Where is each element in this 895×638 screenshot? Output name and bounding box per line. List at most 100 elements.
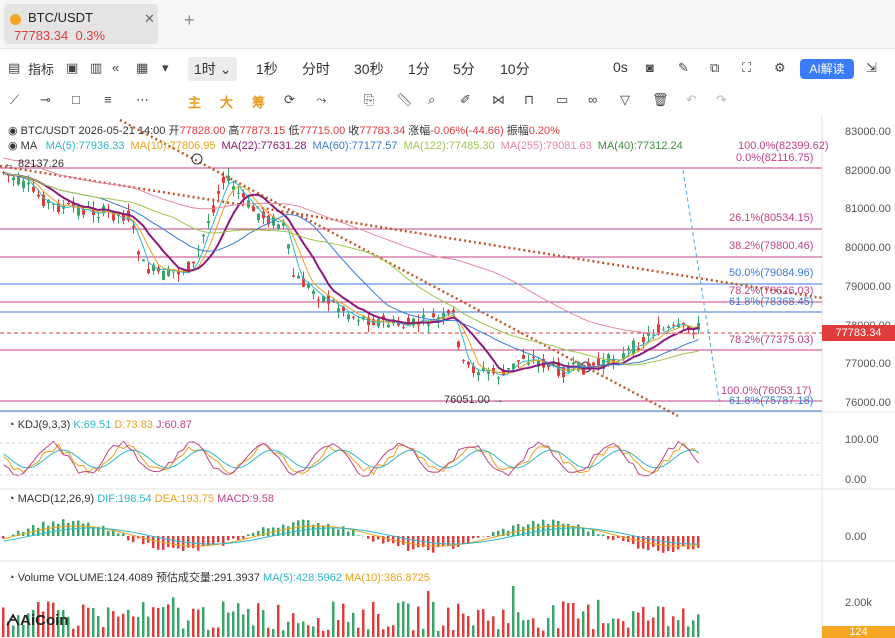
camera-icon[interactable]: ◙ bbox=[646, 60, 654, 75]
link-icon[interactable]: ∞ bbox=[588, 92, 597, 107]
volume-bar bbox=[102, 627, 105, 637]
interval-1h[interactable]: 1时 ⌄ bbox=[188, 57, 237, 81]
note-icon[interactable]: ▭ bbox=[556, 92, 568, 108]
volume-bar bbox=[282, 630, 285, 637]
macd-bar bbox=[82, 524, 85, 536]
chevron-down-icon: ⌄ bbox=[220, 61, 232, 77]
magnet-icon[interactable]: ⋈ bbox=[492, 92, 505, 108]
tool-main[interactable]: 主 bbox=[188, 92, 201, 111]
rectangle-icon[interactable]: □ bbox=[72, 92, 80, 107]
hline-icon[interactable]: ⊸ bbox=[40, 92, 51, 108]
candle-body bbox=[217, 191, 220, 194]
interval-1m[interactable]: 1分 bbox=[408, 59, 430, 79]
volume-bar bbox=[612, 619, 615, 637]
macd-bar bbox=[697, 536, 700, 548]
new-tab-button[interactable]: + bbox=[184, 10, 195, 31]
interval-1s[interactable]: 1秒 bbox=[256, 59, 278, 79]
volume-bar bbox=[247, 609, 250, 637]
candle-body bbox=[462, 360, 465, 361]
parallel-icon[interactable]: ≡ bbox=[104, 92, 112, 107]
volume-bar bbox=[567, 603, 570, 637]
volume-bar bbox=[442, 626, 445, 637]
redo-icon[interactable]: ↷ bbox=[716, 92, 727, 108]
tab-btc-usdt[interactable]: BTC/USDT 77783.34 0.3% ✕ bbox=[4, 4, 158, 44]
zoom-icon[interactable]: ⌕ bbox=[428, 92, 435, 108]
macd-bar bbox=[477, 536, 480, 538]
chart-type-icon[interactable]: ▦ bbox=[136, 60, 148, 76]
candle-body bbox=[257, 214, 260, 220]
collapse-icon[interactable]: ⇲ bbox=[866, 60, 877, 76]
eye-icon[interactable]: ◉ bbox=[8, 140, 18, 152]
volume-bar bbox=[582, 611, 585, 637]
volume-bar bbox=[217, 627, 220, 637]
volume-bar bbox=[192, 609, 195, 637]
volume-bar bbox=[402, 601, 405, 637]
more-tools-icon[interactable]: ⋯ bbox=[136, 92, 149, 108]
ma-legend-item: MA(122):77485.30 bbox=[404, 140, 495, 152]
volume-bar bbox=[692, 620, 695, 637]
ruler-icon[interactable]: 📏︎ bbox=[396, 92, 413, 108]
ma-legend-item: MA(40):77312.24 bbox=[598, 140, 683, 152]
calendar-icon[interactable]: ▣ bbox=[66, 60, 78, 76]
lock-icon[interactable]: ⊓ bbox=[524, 92, 534, 108]
macd-bar bbox=[212, 536, 215, 544]
fib-level-label: 26.1%(80534.15) bbox=[729, 212, 813, 224]
volume-bar bbox=[677, 620, 680, 637]
candle-body bbox=[452, 310, 455, 313]
brush-icon[interactable]: ✐ bbox=[460, 92, 471, 108]
price-chart[interactable] bbox=[0, 116, 895, 637]
candle-body bbox=[227, 176, 230, 181]
interval-line[interactable]: 分时 bbox=[302, 59, 330, 79]
tool-chips[interactable]: 筹 bbox=[252, 92, 265, 111]
fullscreen-icon[interactable]: ⛶ bbox=[742, 60, 751, 76]
macd-bar bbox=[87, 523, 90, 536]
eye-icon[interactable]: ◉ bbox=[8, 125, 18, 137]
volume-bar bbox=[197, 610, 200, 637]
interval-30s[interactable]: 30秒 bbox=[354, 59, 384, 79]
chart-edit-icon[interactable]: ⤳ bbox=[316, 92, 326, 108]
volume-bar bbox=[347, 622, 350, 637]
close-icon[interactable]: ✕ bbox=[144, 11, 155, 27]
candle-body bbox=[352, 317, 355, 318]
gear-icon[interactable]: ⚙ bbox=[774, 60, 786, 76]
refresh-icon[interactable]: ⟳ bbox=[284, 92, 295, 108]
undo-icon[interactable]: ↶ bbox=[686, 92, 697, 108]
macd-bar bbox=[497, 531, 500, 536]
filter-icon[interactable]: ▽ bbox=[620, 92, 630, 108]
candle-body bbox=[17, 176, 20, 184]
macd-bar bbox=[542, 520, 545, 536]
bell-icon[interactable]: ◔ bbox=[8, 419, 15, 431]
interval-10m[interactable]: 10分 bbox=[500, 59, 530, 79]
bell-icon[interactable]: ◔ bbox=[8, 572, 15, 584]
more-icon[interactable]: ▾ bbox=[162, 60, 169, 76]
macd-bar bbox=[57, 524, 60, 536]
tool-big[interactable]: 大 bbox=[220, 92, 233, 111]
candle-body bbox=[532, 357, 535, 358]
copy-icon[interactable]: ⎘ bbox=[364, 92, 374, 108]
trendline-lower[interactable] bbox=[120, 120, 678, 416]
macd-bar bbox=[612, 536, 615, 540]
indicator-icon[interactable]: ▤ bbox=[8, 60, 20, 76]
macd-bar bbox=[242, 536, 245, 539]
interval-5m[interactable]: 5分 bbox=[453, 59, 475, 79]
candle-body bbox=[317, 300, 320, 301]
layout-icon[interactable]: ▥ bbox=[90, 60, 102, 76]
pen-icon[interactable]: ✎ bbox=[678, 60, 689, 76]
volume-bar bbox=[162, 607, 165, 637]
macd-bar bbox=[427, 536, 430, 550]
trash-icon[interactable]: 🗑︎ bbox=[652, 92, 669, 108]
macd-bar bbox=[447, 536, 450, 546]
macd-dea: DEA:193.75 bbox=[155, 493, 214, 505]
replay-icon[interactable]: « bbox=[112, 60, 119, 75]
candle-body bbox=[12, 178, 15, 181]
trendline-icon[interactable]: ⟋ bbox=[10, 92, 19, 108]
ai-interpret-button[interactable]: AI解读 bbox=[800, 59, 854, 79]
volume-bar bbox=[182, 628, 185, 637]
candle-body bbox=[672, 325, 675, 326]
indicators-button[interactable]: 指标 bbox=[28, 59, 54, 78]
bell-icon[interactable]: ◔ bbox=[8, 493, 15, 505]
popout-icon[interactable]: ⧉ bbox=[710, 60, 719, 76]
volume-bar bbox=[552, 605, 555, 637]
macd-bar bbox=[462, 536, 465, 544]
volume-bar bbox=[107, 607, 110, 637]
